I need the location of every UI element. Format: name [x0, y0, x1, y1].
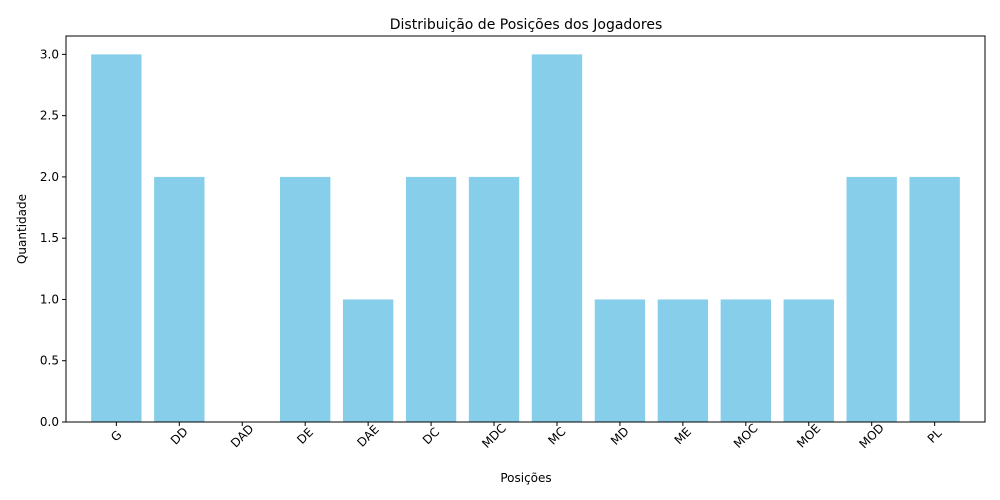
x-tick-label: DD: [168, 425, 191, 448]
bar-mdc: [468, 176, 520, 422]
x-axis-label: Posições: [500, 471, 551, 485]
y-axis-ticks: 0.0 0.5 1.0 1.5 2.0 2.5 3.0: [40, 47, 66, 429]
bar-mod: [846, 176, 897, 422]
x-tick-label: ME: [672, 425, 695, 448]
x-axis-ticks: G DD DAD DE DAE DC MDC MC MD ME MOC MOE MOD PL: [108, 421, 945, 451]
x-tick-label: MOD: [856, 421, 886, 451]
bar-me: [657, 299, 709, 422]
y-tick-label: 2.0: [40, 170, 59, 184]
x-tick-label: MOC: [731, 421, 761, 451]
y-tick-label: 1.5: [40, 231, 59, 245]
bar-md: [594, 299, 646, 422]
x-tick-label: DAD: [228, 422, 257, 451]
x-tick-label: MOE: [794, 421, 823, 450]
x-tick-label: MD: [608, 424, 632, 448]
bar-pl: [909, 176, 960, 422]
x-tick-label: DE: [294, 425, 316, 447]
bar-de: [280, 176, 331, 422]
y-tick-label: 3.0: [40, 47, 59, 61]
bar-dae: [342, 299, 394, 422]
plot-frame: [65, 35, 986, 423]
bar-g: [91, 54, 142, 422]
x-tick-label: MC: [545, 424, 568, 447]
x-tick-label: DC: [420, 425, 442, 447]
bar-dd: [154, 176, 205, 422]
bar-moe: [783, 299, 834, 422]
y-tick-label: 0.0: [40, 415, 59, 429]
y-tick-label: 0.5: [40, 354, 59, 368]
bars-group: [91, 54, 960, 422]
bar-moc: [720, 299, 771, 422]
chart-title: Distribuição de Posições dos Jogadores: [390, 17, 662, 33]
x-tick-label: PL: [925, 426, 945, 446]
bar-dc: [405, 176, 457, 422]
y-tick-label: 1.0: [40, 292, 59, 306]
x-tick-label: G: [108, 428, 124, 444]
y-axis-label: Quantidade: [15, 194, 29, 264]
bar-mc: [531, 54, 583, 422]
x-tick-label: DAE: [354, 422, 381, 449]
x-tick-label: MDC: [479, 421, 509, 451]
y-tick-label: 2.5: [40, 109, 59, 123]
